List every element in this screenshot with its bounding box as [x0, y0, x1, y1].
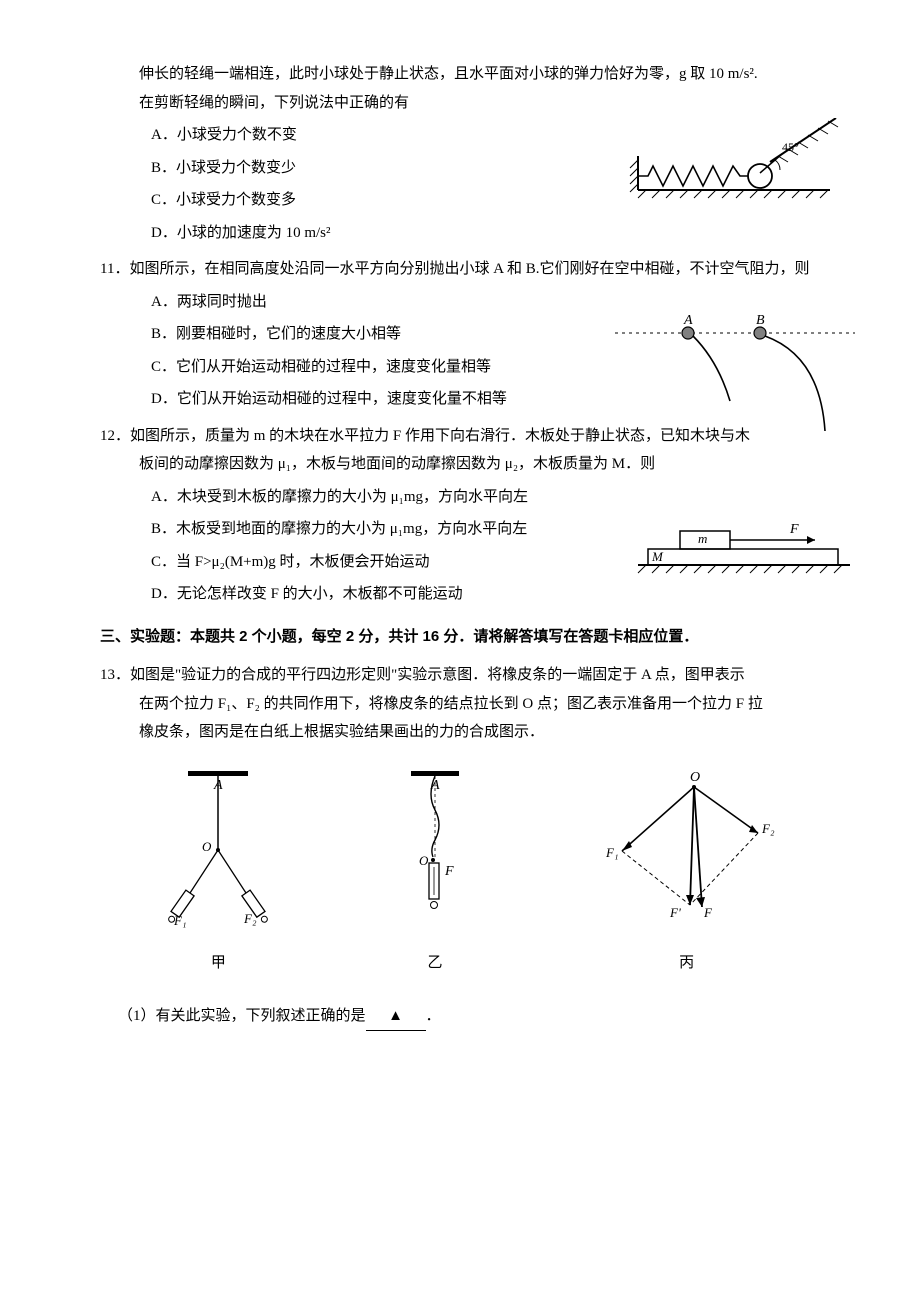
svg-text:F₂: F₂	[761, 821, 775, 836]
answer-blank[interactable]: ▲	[366, 1002, 426, 1032]
section3-heading: 三、实验题：本题共 2 个小题，每空 2 分，共计 16 分．请将解答填写在答题…	[100, 623, 840, 652]
svg-text:F₁: F₁	[173, 913, 186, 928]
fig-jia-svg: A O F₁	[148, 765, 288, 935]
svg-text:O: O	[202, 839, 212, 854]
svg-text:F': F'	[669, 905, 681, 920]
cap-jia: 甲	[148, 949, 288, 978]
q12-stem2: 板间的动摩擦因数为 μ₁，木板与地面间的动摩擦因数为 μ₂，木板质量为 M．则	[100, 450, 840, 479]
q10-line1: 伸长的轻绳一端相连，此时小球处于静止状态，且水平面对小球的弹力恰好为零，g 取 …	[100, 60, 840, 89]
q13-stem2: 在两个拉力 F₁、F₂ 的共同作用下，将橡皮条的结点拉长到 O 点；图乙表示准备…	[100, 690, 840, 719]
fig-bing: O F₁ F₂ F'	[582, 765, 792, 978]
cap-yi: 乙	[385, 949, 485, 978]
q13-sub1-text: （1）有关此实验，下列叙述正确的是	[118, 1008, 366, 1024]
svg-text:45°: 45°	[782, 140, 799, 154]
q13-num: 13．	[100, 667, 130, 683]
svg-text:O: O	[419, 853, 429, 868]
fig-yi: A O F 乙	[385, 765, 485, 978]
q13: 13．如图是"验证力的合成的平行四边形定则"实验示意图．将橡皮条的一端固定于 A…	[100, 661, 840, 1031]
q12-num: 12．	[100, 428, 130, 444]
spring-ball-wall-diagram: 45°	[620, 118, 850, 208]
q12-stem: 12．如图所示，质量为 m 的木块在水平拉力 F 作用下向右滑行．木板处于静止状…	[100, 422, 840, 451]
q13-period: ．	[426, 1008, 441, 1024]
q11: 11．如图所示，在相同高度处沿同一水平方向分别抛出小球 A 和 B.它们刚好在空…	[100, 255, 840, 414]
q13-stem3: 橡皮条，图丙是在白纸上根据实验结果画出的力的合成图示．	[100, 718, 840, 747]
fig-bing-svg: O F₁ F₂ F'	[582, 765, 792, 935]
q10-continuation: 伸长的轻绳一端相连，此时小球处于静止状态，且水平面对小球的弹力恰好为零，g 取 …	[100, 60, 840, 247]
q12: 12．如图所示，质量为 m 的木块在水平拉力 F 作用下向右滑行．木板处于静止状…	[100, 422, 840, 609]
svg-text:F: F	[444, 864, 454, 879]
q12-optA: A．木块受到木板的摩擦力的大小为 μ₁mg，方向水平向左	[100, 483, 840, 512]
svg-text:F₁: F₁	[605, 845, 618, 860]
svg-text:F₂: F₂	[243, 911, 257, 926]
q12-figure: m M F	[630, 517, 860, 587]
page: 伸长的轻绳一端相连，此时小球处于静止状态，且水平面对小球的弹力恰好为零，g 取 …	[0, 0, 920, 1302]
q11-stem: 11．如图所示，在相同高度处沿同一水平方向分别抛出小球 A 和 B.它们刚好在空…	[100, 255, 840, 284]
label-F: F	[789, 522, 799, 537]
svg-text:F: F	[703, 905, 713, 920]
q13-sub1: （1）有关此实验，下列叙述正确的是▲．	[100, 1002, 840, 1032]
cap-bing: 丙	[582, 949, 792, 978]
q10-figure: 45°	[620, 118, 850, 208]
q10-line2: 在剪断轻绳的瞬间，下列说法中正确的有	[100, 89, 840, 118]
svg-text:A: A	[683, 313, 693, 328]
q11-stem-text: 如图所示，在相同高度处沿同一水平方向分别抛出小球 A 和 B.它们刚好在空中相碰…	[129, 261, 809, 277]
fig-yi-svg: A O F	[385, 765, 485, 935]
q13-figures: A O F₁	[100, 765, 840, 978]
svg-text:B: B	[756, 313, 765, 328]
q12-stem1: 如图所示，质量为 m 的木块在水平拉力 F 作用下向右滑行．木板处于静止状态，已…	[130, 428, 750, 444]
fig-jia: A O F₁	[148, 765, 288, 978]
svg-text:O: O	[690, 770, 700, 785]
label-M: M	[651, 549, 664, 564]
q11-num: 11．	[100, 261, 129, 277]
label-m: m	[698, 531, 707, 546]
block-on-plank-diagram: m M F	[630, 517, 860, 587]
q10-optD: D．小球的加速度为 10 m/s²	[100, 219, 840, 248]
q13-stem: 13．如图是"验证力的合成的平行四边形定则"实验示意图．将橡皮条的一端固定于 A…	[100, 661, 840, 690]
q13-stem1: 如图是"验证力的合成的平行四边形定则"实验示意图．将橡皮条的一端固定于 A 点，…	[130, 667, 745, 683]
